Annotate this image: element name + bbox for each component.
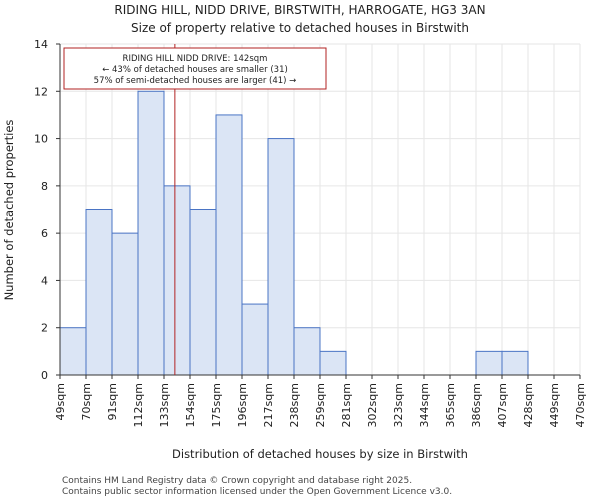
y-tick-label: 6 xyxy=(41,227,48,240)
chart-title: RIDING HILL, NIDD DRIVE, BIRSTWITH, HARR… xyxy=(114,3,485,17)
histogram-bar xyxy=(189,209,217,376)
x-tick-label: 217sqm xyxy=(262,383,275,427)
annotation-frame xyxy=(63,47,327,90)
y-tick-label: 12 xyxy=(34,85,48,98)
axes-group: 0 2 4 6 8 10 12 14 49sqm 70sqm 91sqm 112sqm 133sqm 15… xyxy=(34,38,587,427)
chart-subtitle: Size of property relative to detached ho… xyxy=(131,21,469,35)
x-tick-label: 470sqm xyxy=(574,383,587,427)
x-tick-label: 386sqm xyxy=(470,383,483,427)
y-tick-label: 0 xyxy=(41,369,48,382)
histogram-bar xyxy=(85,209,113,376)
histogram-bar xyxy=(241,303,269,376)
annotation-box: RIDING HILL NIDD DRIVE: 142sqm ← 43% of … xyxy=(63,47,327,90)
x-tick-label: 238sqm xyxy=(288,383,301,427)
x-axis-label: Distribution of detached houses by size … xyxy=(172,447,468,461)
histogram-bar xyxy=(319,350,347,376)
x-tick-label: 196sqm xyxy=(236,383,249,427)
x-tick-label: 344sqm xyxy=(418,383,431,427)
annotation-line-3: 57% of semi-detached houses are larger (… xyxy=(94,76,297,86)
y-tick-label: 2 xyxy=(41,322,48,335)
x-tick-label: 49sqm xyxy=(54,383,67,420)
histogram-bar xyxy=(163,185,191,376)
histogram-bar xyxy=(267,138,295,376)
histogram-bar xyxy=(59,327,87,376)
x-tick-label: 70sqm xyxy=(80,383,93,420)
histogram-bar xyxy=(111,232,139,376)
x-tick-label: 407sqm xyxy=(496,383,509,427)
x-tick-label: 281sqm xyxy=(340,383,353,427)
x-tick-label: 365sqm xyxy=(444,383,457,427)
x-tick-label: 133sqm xyxy=(158,383,171,427)
x-tick-label: 112sqm xyxy=(132,383,145,427)
histogram-bar xyxy=(293,327,321,376)
y-tick-label: 10 xyxy=(34,133,48,146)
x-tick-label: 428sqm xyxy=(522,383,535,427)
histogram-bar xyxy=(215,114,243,376)
histogram-bar xyxy=(475,350,503,376)
y-tick-label: 14 xyxy=(34,38,48,51)
x-tick-label: 302sqm xyxy=(366,383,379,427)
annotation-line-1: RIDING HILL NIDD DRIVE: 142sqm xyxy=(123,54,268,64)
x-tick-label: 175sqm xyxy=(210,383,223,427)
y-tick-label: 4 xyxy=(41,274,48,287)
x-tick-label: 259sqm xyxy=(314,383,327,427)
y-axis-label: Number of detached properties xyxy=(2,120,16,301)
histogram-bar xyxy=(501,350,529,376)
y-tick-label: 8 xyxy=(41,180,48,193)
histogram-bar xyxy=(137,90,165,376)
x-tick-label: 323sqm xyxy=(392,383,405,427)
x-tick-label: 91sqm xyxy=(106,383,119,420)
x-tick-label: 154sqm xyxy=(184,383,197,427)
footer-line-2: Contains public sector information licen… xyxy=(62,487,452,497)
bars-group xyxy=(59,90,529,376)
x-tick-label: 449sqm xyxy=(548,383,561,427)
footer-line-1: Contains HM Land Registry data © Crown c… xyxy=(62,476,412,486)
annotation-line-2: ← 43% of detached houses are smaller (31… xyxy=(102,65,288,75)
